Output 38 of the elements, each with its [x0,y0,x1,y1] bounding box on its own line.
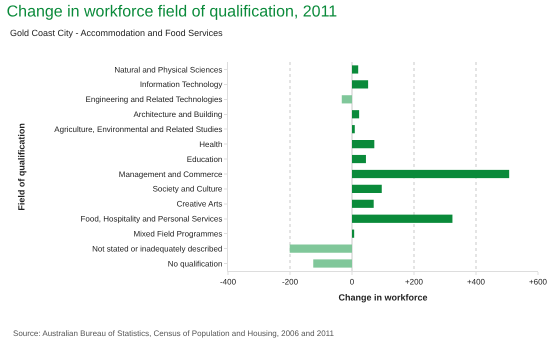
bar [352,170,510,178]
bar [352,110,360,118]
x-tick-label: +400 [466,278,486,287]
y-tick-label: Architecture and Building [133,110,222,120]
y-tick-label: Food, Hospitality and Personal Services [80,214,222,224]
bar [313,259,352,268]
source-note: Source: Australian Bureau of Statistics, Census of Population and Housing, 2006 and 2011 [13,329,334,338]
bar [352,140,374,148]
y-tick-label: Creative Arts [176,200,222,209]
x-tick-label: -200 [282,278,299,287]
y-tick-label: Management and Commerce [118,170,223,179]
x-tick-label: -400 [220,278,237,287]
bar [352,184,382,193]
y-tick-label: Education [186,154,222,164]
bar [352,200,374,208]
y-tick-label: Society and Culture [152,184,223,194]
y-tick-label: Natural and Physical Sciences [114,65,222,74]
y-tick-label: Agriculture, Environmental and Related Studies [54,124,222,134]
chart-title: Change in workforce field of qualification, 2011 [6,3,338,20]
bar [352,125,355,134]
y-tick-label: Health [199,140,222,149]
x-tick-label: +600 [528,278,548,287]
y-tick-label: No qualification [168,259,222,268]
x-tick-label: 0 [350,278,355,287]
bar [352,154,366,164]
bar [352,65,358,74]
bar [290,244,352,253]
y-axis-title: Field of qualification [16,123,27,211]
y-tick-label: Information Technology [140,80,222,90]
y-tick-label: Mixed Field Programmes [133,229,222,238]
x-axis-title: Change in workforce [338,292,428,302]
text: Gold Coast City - Accommodation and Food Services [10,28,224,38]
y-tick-label: Engineering and Related Technologies [86,95,222,104]
bar [342,95,352,104]
bar [352,214,452,223]
x-tick-label: +200 [404,278,424,287]
y-tick-label: Not stated or inadequately described [92,244,222,254]
bar [352,80,368,88]
